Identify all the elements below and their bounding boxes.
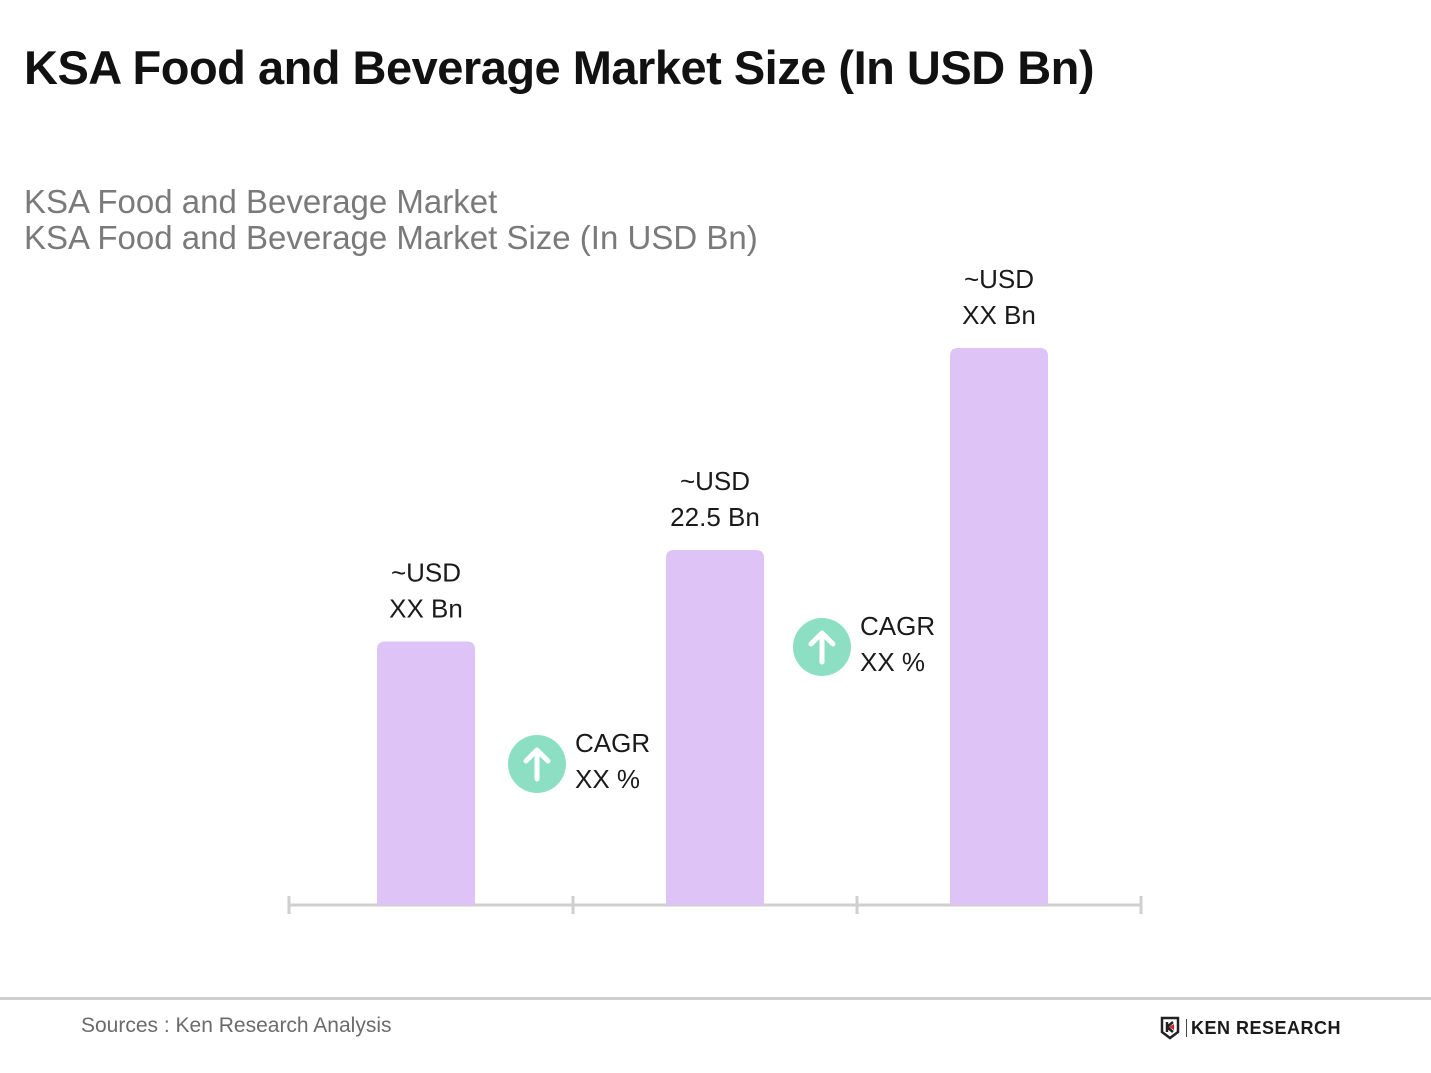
arrow-up-icon xyxy=(523,747,551,782)
ken-research-logo: KEN RESEARCH xyxy=(1160,1016,1341,1040)
cagr-label: CAGR xyxy=(860,611,935,641)
ken-research-logo-icon xyxy=(1160,1016,1180,1040)
bar xyxy=(950,348,1048,905)
source-note: Sources : Ken Research Analysis xyxy=(81,1014,392,1037)
bar xyxy=(377,641,475,905)
bar-data-label: ~USD xyxy=(391,558,461,588)
logo-text: KEN RESEARCH xyxy=(1191,1017,1342,1038)
chart-subtitle-secondary: KSA Food and Beverage Market Size (In US… xyxy=(24,219,758,256)
chart-title: KSA Food and Beverage Market Size (In US… xyxy=(24,41,1095,94)
bar-data-label: 22.5 Bn xyxy=(670,502,760,532)
bar-data-label: XX Bn xyxy=(962,300,1036,330)
bar-chart: ~USD XX Bn ~USD 22.5 Bn ~USD XX Bn CAGR XX % CAG… xyxy=(287,264,1143,914)
bar-data-label: XX Bn xyxy=(389,594,463,624)
bar xyxy=(666,550,764,905)
bar-data-label: ~USD xyxy=(680,466,750,496)
cagr-label: XX % xyxy=(575,764,640,794)
footer-divider xyxy=(0,997,1431,1000)
arrow-up-icon xyxy=(808,630,836,665)
chart-subtitle: KSA Food and Beverage Market xyxy=(24,183,498,220)
cagr-label: CAGR xyxy=(575,728,650,758)
cagr-label: XX % xyxy=(860,647,925,677)
bar-data-label: ~USD xyxy=(964,264,1034,294)
